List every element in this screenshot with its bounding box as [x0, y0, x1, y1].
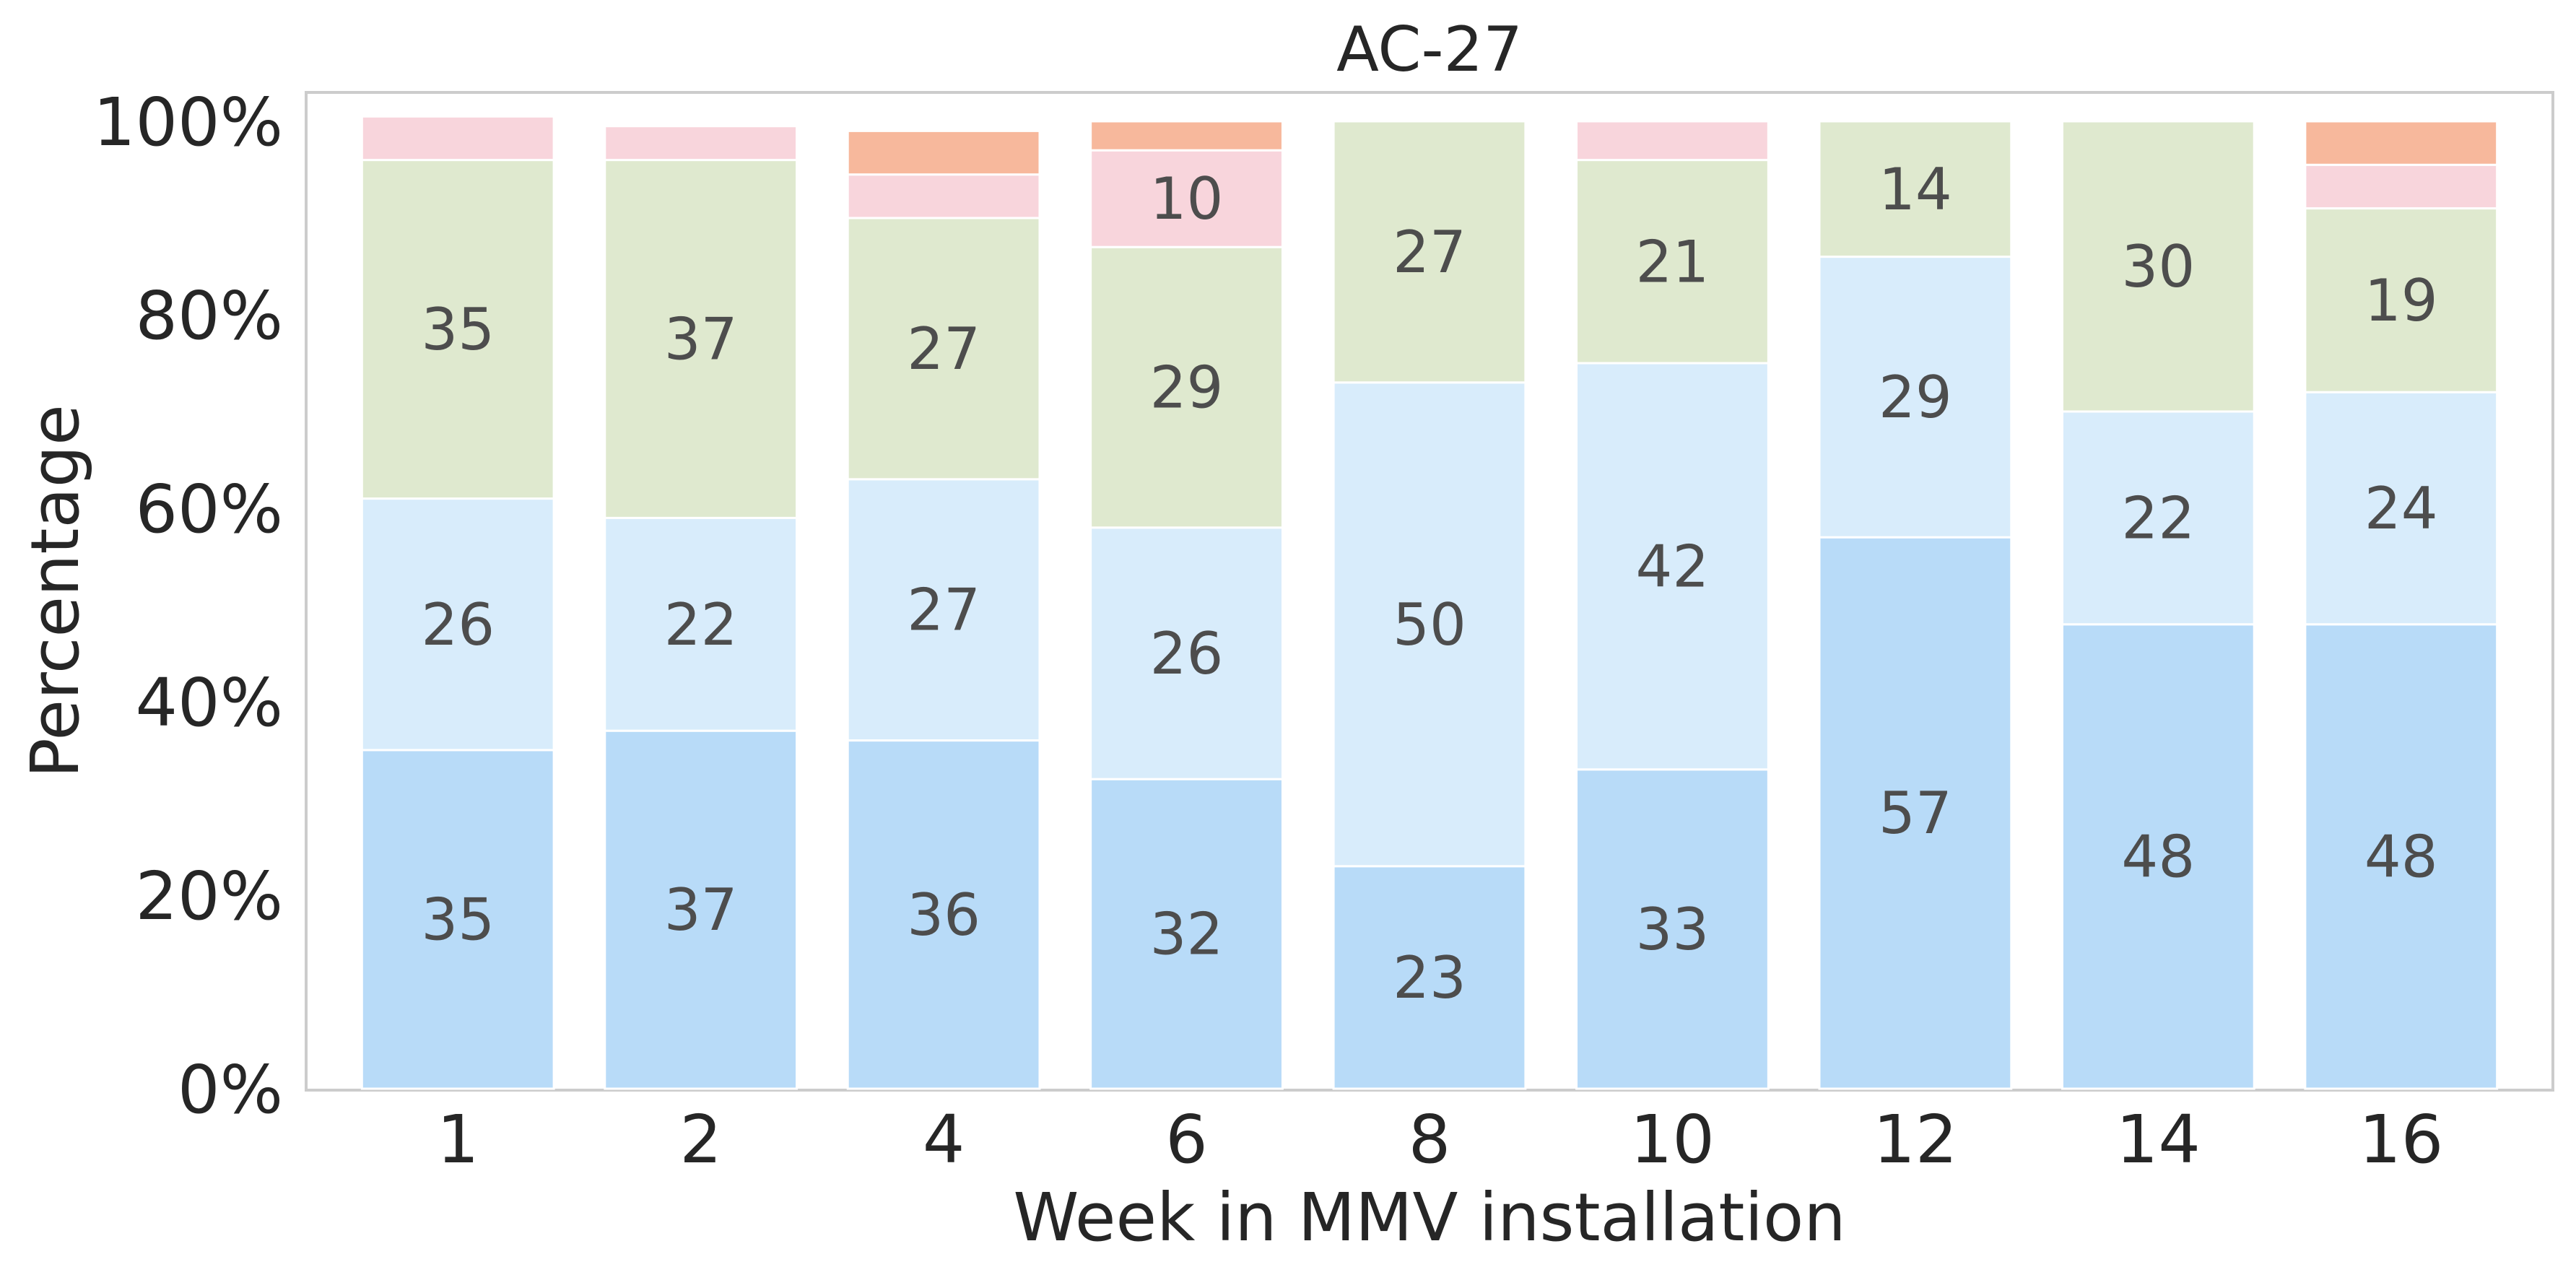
bar-segment-week-16-series-5 [2304, 120, 2499, 166]
bar-segment-week-10-series-1 [1575, 768, 1770, 1090]
data-label-week-1-series-3: 35 [421, 296, 495, 363]
x-axis-ticks: 1 2 4 6 8 10 12 14 16 [437, 1101, 2443, 1178]
bar-segment-week-16-series-1 [2304, 623, 2499, 1090]
bars-layer [360, 115, 2499, 1090]
bar-segment-week-1-series-3 [360, 159, 555, 500]
data-label-week-16-series-2: 24 [2364, 475, 2438, 542]
data-label-week-8-series-1: 23 [1393, 944, 1466, 1011]
data-label-week-14-series-3: 30 [2121, 233, 2195, 300]
bar-segment-week-6-series-2 [1089, 526, 1284, 780]
data-label-week-4-series-3: 27 [907, 315, 980, 383]
bar-segment-week-6-series-3 [1089, 245, 1284, 529]
bar-segment-week-10-series-4 [1575, 120, 1770, 162]
bar-segment-week-6-series-1 [1089, 778, 1284, 1090]
bar-segment-week-14-series-1 [2061, 623, 2255, 1090]
x-tick-label-10: 10 [1630, 1101, 1715, 1178]
bar-segment-week-8-series-3 [1332, 120, 1527, 384]
bar-segment-week-12-series-2 [1818, 256, 2013, 539]
data-label-week-6-series-2: 26 [1150, 620, 1224, 687]
x-tick-label-14: 14 [2116, 1101, 2201, 1178]
x-tick-label-1: 1 [437, 1101, 479, 1178]
y-tick-label-100: 100% [93, 84, 283, 161]
bar-segment-week-16-series-4 [2304, 163, 2499, 210]
x-tick-label-12: 12 [1873, 1101, 1957, 1178]
bar-segment-week-1-series-1 [360, 749, 555, 1090]
bar-segment-week-6-series-5 [1089, 120, 1284, 152]
data-label-week-10-series-2: 42 [1636, 533, 1710, 600]
x-tick-label-6: 6 [1165, 1101, 1208, 1178]
bar-segment-week-4-series-2 [846, 478, 1041, 742]
x-tick-label-8: 8 [1409, 1101, 1451, 1178]
data-label-week-2-series-1: 37 [664, 876, 738, 944]
x-tick-label-2: 2 [679, 1101, 722, 1178]
bar-segment-week-12-series-1 [1818, 536, 2013, 1090]
bar-segment-week-14-series-3 [2061, 120, 2255, 413]
data-label-week-6-series-3: 29 [1150, 354, 1224, 422]
data-label-week-14-series-2: 22 [2121, 484, 2195, 552]
bar-segment-week-2-series-2 [604, 516, 799, 732]
y-tick-label-40: 40% [136, 664, 283, 741]
data-label-week-8-series-2: 50 [1393, 591, 1466, 658]
bar-segment-week-10-series-3 [1575, 159, 1770, 365]
data-label-week-6-series-4: 10 [1150, 165, 1224, 232]
data-label-week-16-series-3: 19 [2364, 267, 2438, 334]
y-tick-label-60: 60% [136, 471, 283, 548]
x-tick-label-4: 4 [923, 1101, 965, 1178]
data-label-week-12-series-3: 14 [1879, 156, 1952, 223]
bar-segment-week-4-series-1 [846, 739, 1041, 1090]
data-label-week-1-series-2: 26 [421, 591, 495, 658]
data-label-week-12-series-2: 29 [1879, 364, 1952, 431]
bar-segment-week-12-series-3 [1818, 120, 2013, 258]
data-labels-layer: 35 26 35 37 22 37 36 27 27 32 26 29 10 23 50 27 33 42 21 57… [421, 156, 2437, 1011]
data-label-week-2-series-3: 37 [664, 306, 738, 373]
data-label-week-6-series-1: 32 [1150, 901, 1224, 968]
y-tick-label-80: 80% [136, 277, 283, 354]
bar-segment-week-4-series-3 [846, 217, 1041, 481]
bar-segment-week-1-series-4 [360, 115, 555, 162]
data-label-week-1-series-1: 35 [421, 887, 495, 954]
data-label-week-2-series-2: 22 [664, 591, 738, 658]
bar-segment-week-2-series-3 [604, 159, 799, 519]
y-axis-ticks: 0% 20% 40% 60% 80% 100% [93, 84, 283, 1128]
bar-segment-week-4-series-4 [846, 173, 1041, 219]
bar-segment-week-10-series-2 [1575, 362, 1770, 771]
data-label-week-10-series-1: 33 [1636, 896, 1710, 963]
y-tick-label-20: 20% [136, 858, 283, 935]
data-label-week-12-series-1: 57 [1879, 780, 1952, 847]
data-label-week-14-series-1: 48 [2121, 823, 2195, 890]
bar-segment-week-2-series-4 [604, 125, 799, 162]
y-axis-label: Percentage [17, 404, 94, 778]
chart-title: AC-27 [1336, 14, 1523, 86]
data-label-week-16-series-1: 48 [2364, 823, 2438, 890]
data-label-week-10-series-3: 21 [1636, 228, 1710, 295]
data-label-week-4-series-2: 27 [907, 577, 980, 644]
bar-segment-week-4-series-5 [846, 129, 1041, 176]
bar-segment-week-8-series-1 [1332, 865, 1527, 1090]
bar-segment-week-16-series-3 [2304, 207, 2499, 393]
x-tick-label-16: 16 [2359, 1101, 2443, 1178]
bar-segment-week-8-series-2 [1332, 381, 1527, 868]
bar-segment-week-16-series-2 [2304, 391, 2499, 626]
data-label-week-8-series-3: 27 [1393, 219, 1466, 286]
bar-segment-week-6-series-4 [1089, 149, 1284, 248]
x-axis-label: Week in MMV installation [1013, 1179, 1845, 1256]
y-tick-label-0: 0% [178, 1051, 283, 1128]
bar-segment-week-2-series-1 [604, 729, 799, 1090]
data-label-week-4-series-1: 36 [907, 881, 980, 949]
